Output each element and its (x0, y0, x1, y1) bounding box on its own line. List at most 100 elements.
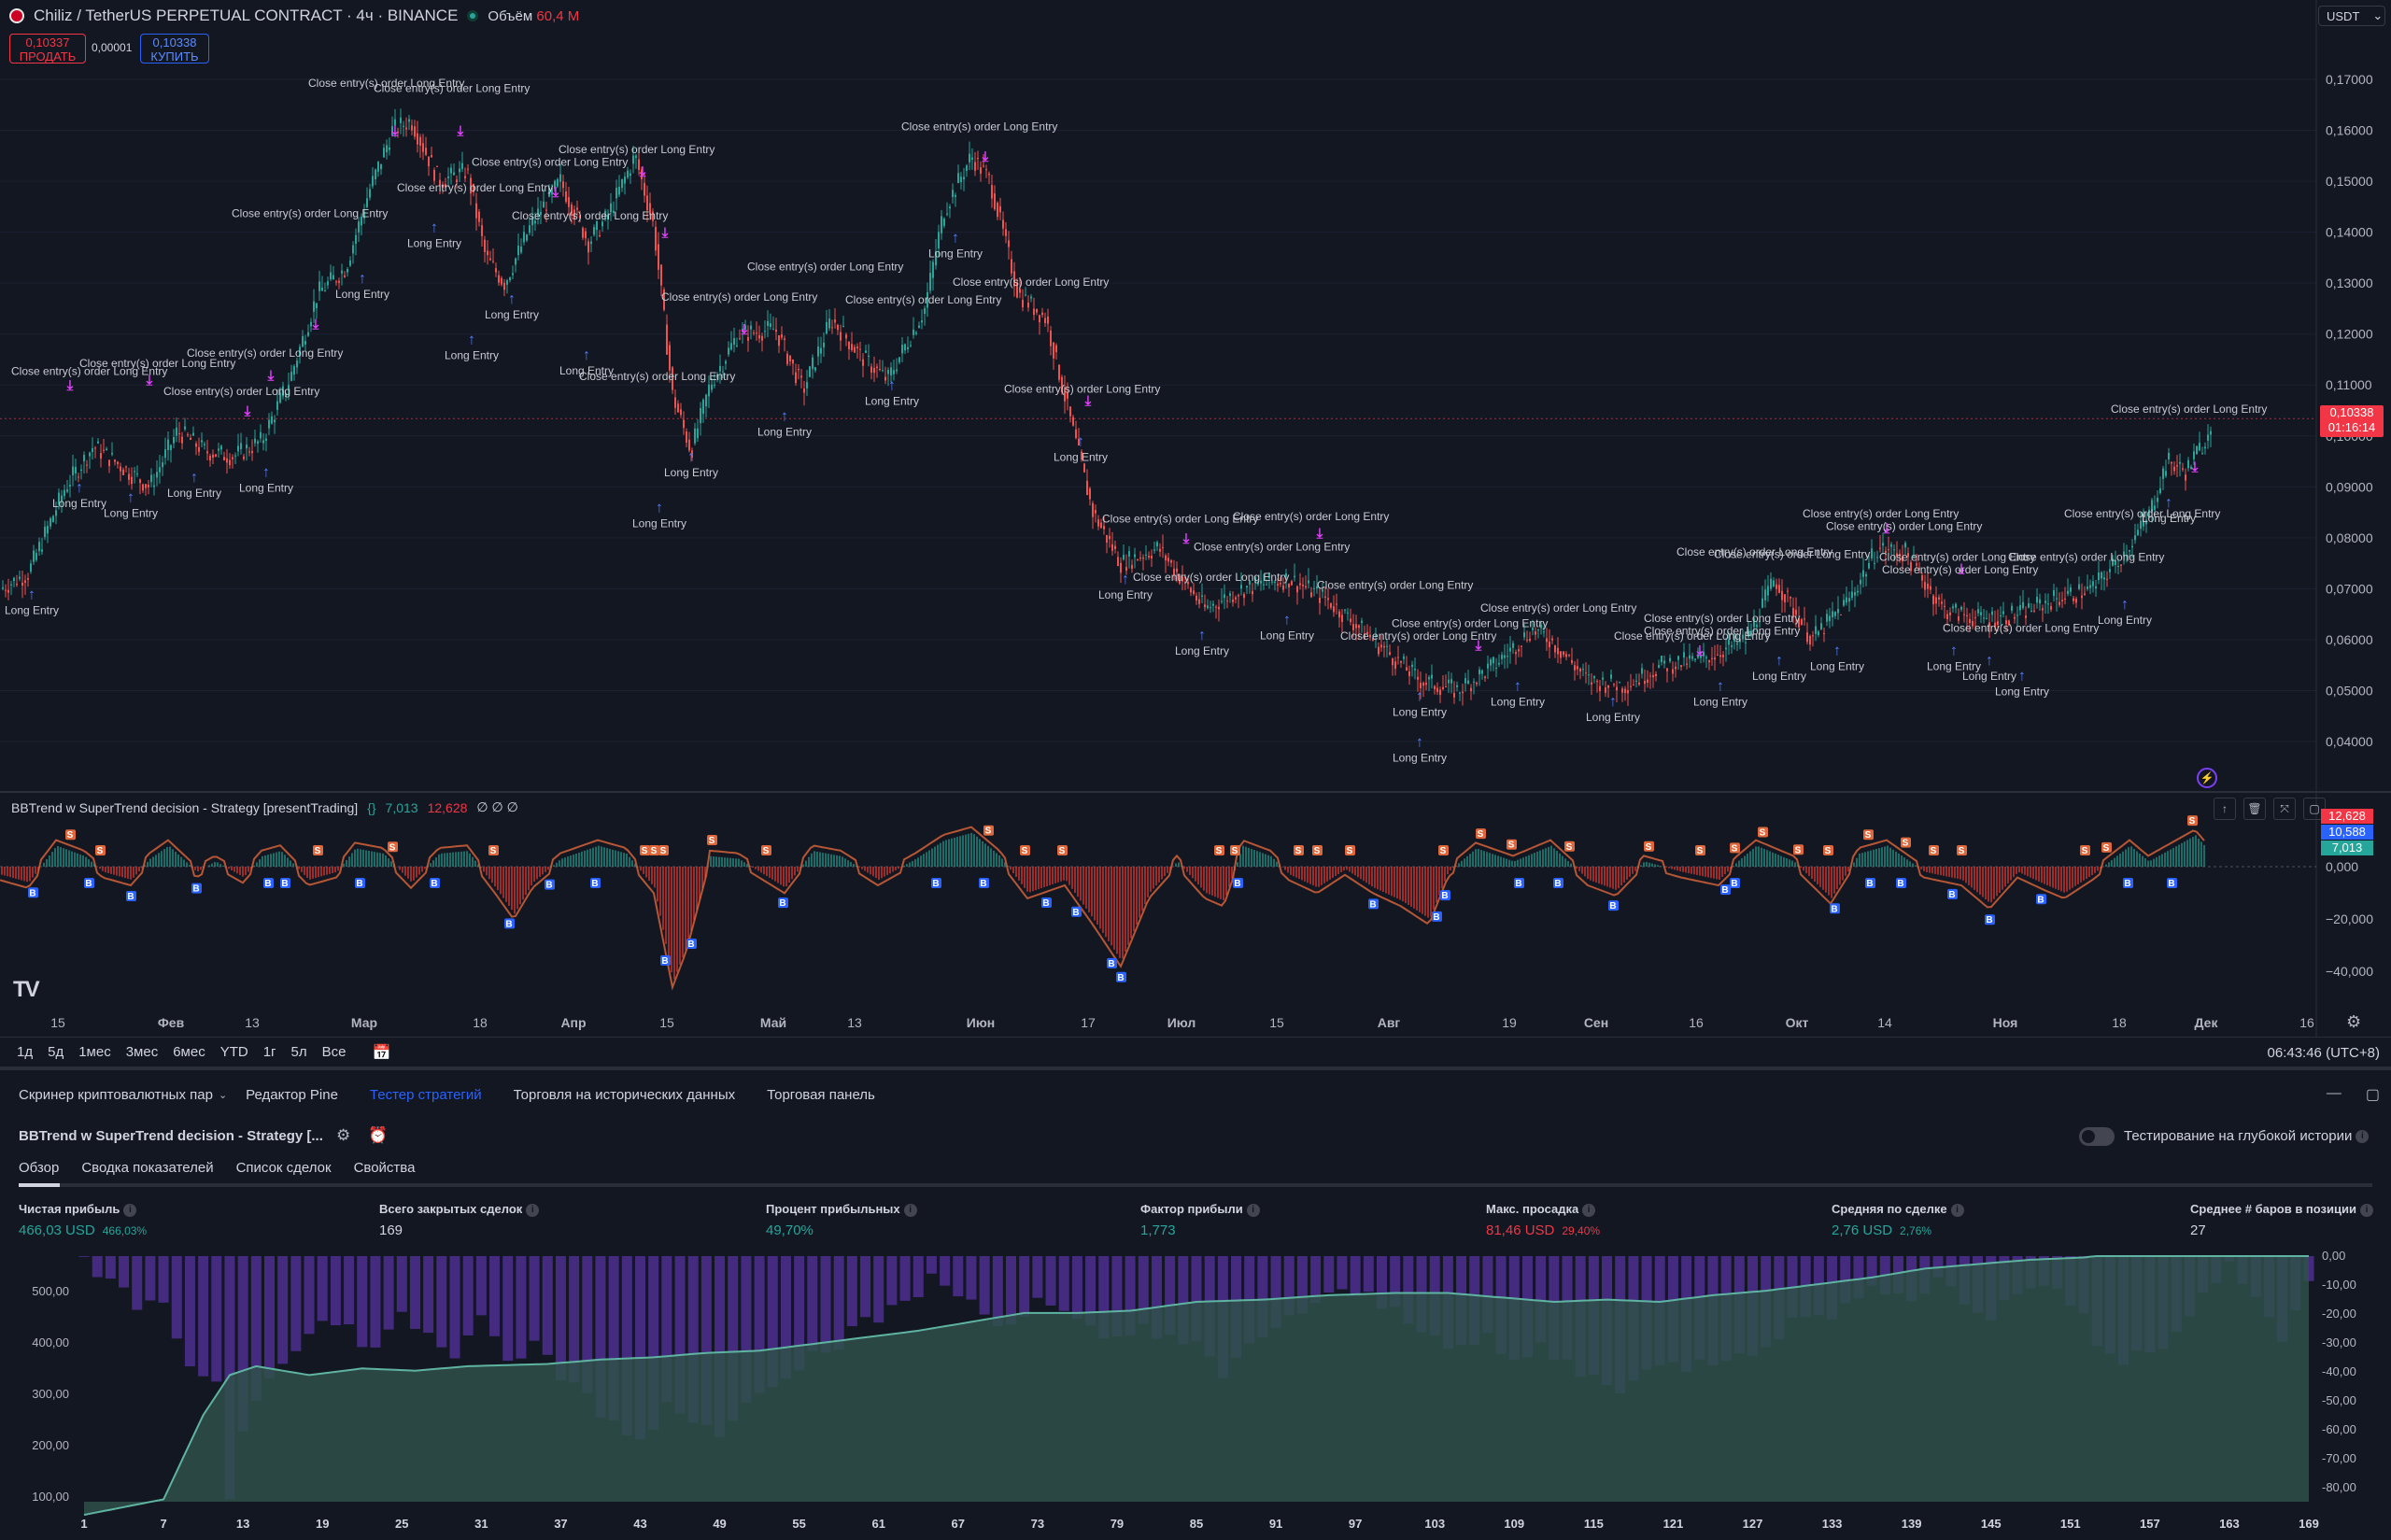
candle-body (1218, 606, 1220, 610)
candle-body (733, 338, 735, 346)
sell-button[interactable]: 0,10337 ПРОДАТЬ (9, 34, 86, 64)
chevron-down-icon[interactable]: ⌄ (218, 1089, 228, 1101)
info-icon[interactable]: i (2359, 1203, 2373, 1217)
histogram-bar (236, 867, 238, 874)
histogram-bar (1396, 867, 1398, 899)
indicator-legend[interactable]: BBTrend w SuperTrend decision - Strategy… (11, 799, 518, 815)
histogram-bar (1808, 867, 1810, 877)
histogram-bar (2072, 867, 2073, 888)
histogram-bar (416, 867, 417, 878)
chart-canvas[interactable]: 0,170000,160000,150000,140000,130000,120… (0, 0, 2391, 1037)
tab-replay-trading[interactable]: Торговля на исторических данных (513, 1086, 736, 1103)
tf-button-6m[interactable]: 6мес (173, 1044, 205, 1060)
long-entry-label: Long Entry (1810, 659, 1864, 672)
calendar-icon[interactable]: 📅 (372, 1044, 391, 1061)
tf-button-1d[interactable]: 1д (17, 1044, 34, 1060)
close-entry-marker: ⤓ (1084, 393, 1092, 409)
tf-button-all[interactable]: Все (321, 1044, 347, 1060)
buy-button[interactable]: 0,10338 КУПИТЬ (140, 34, 209, 64)
currency-selector[interactable]: USDT ⌄ (2318, 6, 2385, 26)
histogram-bar (1898, 854, 1900, 867)
candle-body (1658, 665, 1660, 668)
symbol-title[interactable]: Chiliz / TetherUS PERPETUAL CONTRACT · 4… (34, 7, 459, 24)
candle-body (352, 245, 354, 254)
info-icon[interactable]: i (526, 1203, 540, 1217)
info-icon[interactable]: i (1950, 1203, 1964, 1217)
date-axis-label: Апр (560, 1015, 586, 1030)
tf-button-1m[interactable]: 1мес (78, 1044, 111, 1060)
strategy-name[interactable]: BBTrend w SuperTrend decision - Strategy… (19, 1128, 323, 1144)
histogram-bar (1959, 867, 1961, 880)
buy-signal-label: B (127, 892, 134, 902)
delete-icon[interactable]: 🗑 (2243, 798, 2266, 820)
close-entry-label: Close entry(s) order Long Entry (1614, 629, 1770, 643)
histogram-bar (769, 867, 771, 878)
candle-body (2005, 620, 2007, 625)
indicator-title[interactable]: BBTrend w SuperTrend decision - Strategy… (11, 799, 359, 815)
long-entry-arrow: ↑ (1077, 434, 1084, 450)
candle-body (1425, 683, 1427, 685)
candle-body (21, 582, 23, 586)
histogram-bar (1026, 867, 1028, 892)
candle-body (304, 341, 306, 345)
candle-body (1235, 597, 1237, 600)
histogram-bar (1660, 866, 1662, 867)
histogram-bar (1068, 867, 1070, 885)
chart-area[interactable]: 0,17000 0,16000 0,15000 0,14000 0,13000 0,120… (0, 0, 2391, 1037)
lightning-icon[interactable]: ⚡ (2197, 768, 2217, 788)
clock[interactable]: 06:43:46 (UTC+8) (2267, 1045, 2380, 1061)
info-icon[interactable]: i (903, 1203, 917, 1217)
tab-strategy-tester[interactable]: Тестер стратегий (369, 1086, 482, 1103)
candle-body (1019, 288, 1021, 293)
candle-body (1997, 621, 1999, 626)
histogram-bar (186, 862, 188, 867)
trade-number-label: 157 (2140, 1517, 2160, 1531)
info-icon[interactable]: i (123, 1203, 137, 1217)
trade-number-label: 55 (792, 1517, 805, 1531)
candle-body (980, 167, 982, 174)
candle-body (1111, 544, 1113, 551)
settings-icon[interactable]: ⚙ (336, 1126, 351, 1144)
tradingview-logo[interactable]: TV (13, 977, 40, 1002)
tf-button-5d[interactable]: 5д (48, 1044, 64, 1060)
deep-history-toggle[interactable] (2079, 1127, 2115, 1146)
drawdown-bar (1310, 1256, 1322, 1304)
candle-body (2190, 466, 2192, 470)
alert-clock-icon[interactable]: ⏰ (368, 1126, 389, 1144)
close-entry-label: Close entry(s) order Long Entry (1943, 622, 2099, 635)
histogram-bar (418, 867, 420, 875)
equity-drawdown-chart[interactable]: 500,00400,00300,00200,00100,000,00-10,00… (0, 1251, 2391, 1540)
gear-icon[interactable]: ⚙ (2346, 1012, 2362, 1031)
sell-signal-badge (1294, 845, 1304, 855)
subtab-trades-list[interactable]: Список сделок (235, 1160, 332, 1176)
histogram-bar (348, 856, 350, 867)
collapse-icon[interactable]: ⤧ (2273, 798, 2296, 820)
minimize-icon[interactable]: — (2326, 1085, 2341, 1101)
tf-button-ytd[interactable]: YTD (219, 1044, 248, 1060)
tf-button-1y[interactable]: 1г (262, 1044, 276, 1060)
histogram-bar (990, 848, 992, 867)
histogram-bar (1758, 846, 1760, 867)
histogram-bar (444, 853, 446, 867)
subtab-performance-summary[interactable]: Сводка показателей (81, 1160, 214, 1176)
tab-crypto-screener[interactable]: Скринер криптовалютных пар (19, 1086, 213, 1103)
candle-body (226, 458, 228, 463)
subtab-overview[interactable]: Обзор (19, 1160, 60, 1176)
maximize-icon[interactable]: ▢ (2365, 1087, 2380, 1103)
tab-pine-editor[interactable]: Редактор Pine (246, 1086, 338, 1103)
candle-body (1450, 679, 1452, 684)
drawdown-bar (158, 1256, 169, 1303)
tf-button-3m[interactable]: 3мес (125, 1044, 159, 1060)
candle-body (1904, 543, 1906, 548)
tf-button-5y[interactable]: 5л (290, 1044, 307, 1060)
move-up-icon[interactable]: ↑ (2214, 798, 2236, 820)
info-icon[interactable]: i (2356, 1130, 2370, 1144)
info-icon[interactable]: i (1246, 1203, 1260, 1217)
drawdown-bar (396, 1256, 407, 1312)
trade-number-label: 7 (160, 1517, 166, 1531)
subtab-properties[interactable]: Свойства (353, 1160, 416, 1176)
metric-label: Средняя по сделке (1832, 1202, 1947, 1216)
metric-avg-bars: Среднее # баров в позиции i 27 (2190, 1202, 2373, 1238)
tab-trading-panel[interactable]: Торговая панель (767, 1086, 875, 1103)
info-icon[interactable]: i (1582, 1203, 1596, 1217)
